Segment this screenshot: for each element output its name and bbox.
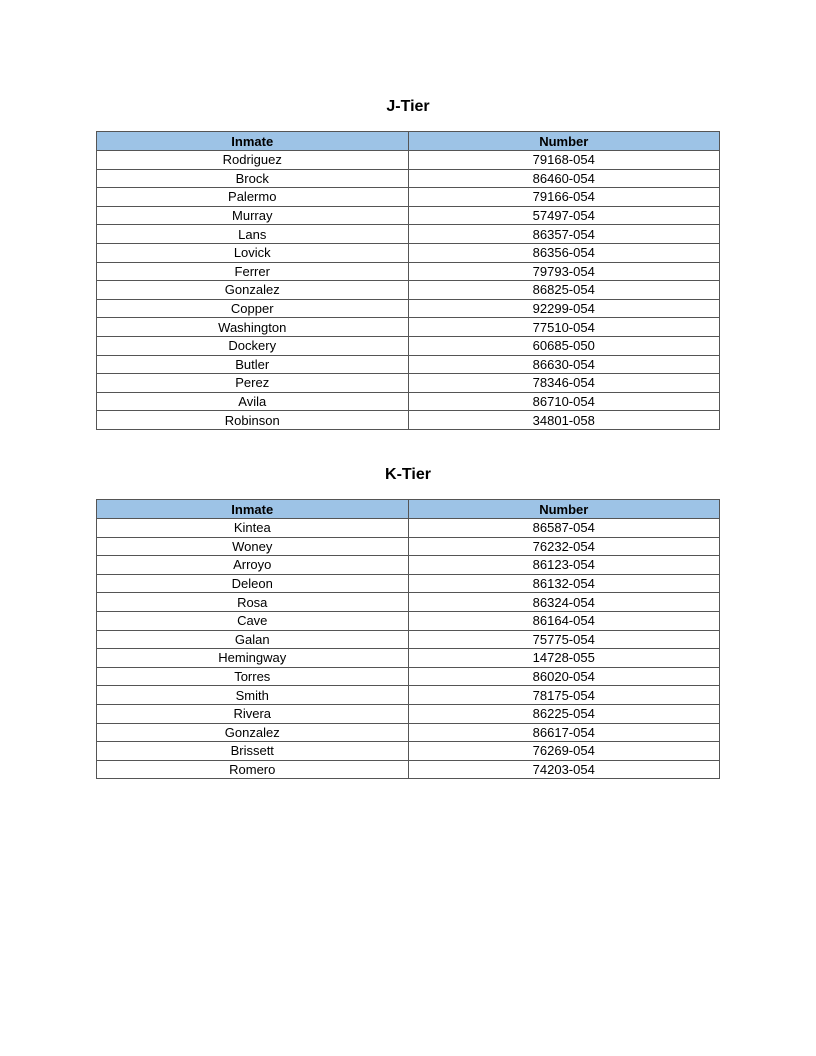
inmate-number-cell: 79168-054 [407,150,720,170]
table-row: Ferrer 79793-054 [96,261,720,282]
inmate-name-cell: Rivera [96,703,409,724]
inmate-name-cell: Robinson [96,410,409,430]
inmate-number-cell: 86132-054 [407,573,720,594]
inmate-number-cell: 86164-054 [407,610,720,631]
inmate-number-cell: 76232-054 [407,536,720,557]
inmate-name-cell: Copper [96,298,409,319]
inmate-number-cell: 86123-054 [407,555,720,575]
inmate-name-cell: Ferrer [96,261,409,282]
inmate-column-header: Inmate [96,131,409,151]
inmate-number-cell: 78346-054 [407,373,720,393]
inmate-number-cell: 86225-054 [407,703,720,724]
number-column-header: Number [407,131,720,151]
inmate-number-cell: 79793-054 [407,261,720,282]
table-row: Gonzalez 86825-054 [96,280,720,300]
inmate-number-cell: 60685-050 [407,335,720,356]
inmate-number-cell: 57497-054 [407,205,720,226]
inmate-number-cell: 86630-054 [407,354,720,375]
inmate-number-cell: 86710-054 [407,391,720,412]
table-row: Cave 86164-054 [96,610,720,631]
table-row: Avila 86710-054 [96,391,720,412]
inmate-name-cell: Cave [96,610,409,631]
inmate-number-cell: 78175-054 [407,685,720,705]
table-row: Lans 86357-054 [96,224,720,244]
table-row: Torres 86020-054 [96,666,720,687]
inmate-number-cell: 86587-054 [407,518,720,538]
table-header-row: Inmate Number [96,499,720,519]
j-tier-title: J-Tier [386,98,430,115]
table-row: Kintea 86587-054 [96,518,720,538]
table-row: Brissett 76269-054 [96,741,720,761]
inmate-number-cell: 34801-058 [407,410,720,430]
inmate-number-cell: 86020-054 [407,666,720,687]
inmate-number-cell: 86357-054 [407,224,720,244]
inmate-number-cell: 86460-054 [407,168,720,189]
inmate-name-cell: Lans [96,224,409,244]
inmate-number-cell: 14728-055 [407,648,720,668]
table-row: Deleon 86132-054 [96,573,720,594]
table-row: Rodriguez 79168-054 [96,150,720,170]
table-row: Lovick 86356-054 [96,242,720,263]
inmate-number-cell: 74203-054 [407,759,720,780]
inmate-name-cell: Kintea [96,518,409,538]
inmate-name-cell: Deleon [96,573,409,594]
inmate-name-cell: Rosa [96,592,409,612]
table-row: Robinson 34801-058 [96,410,720,430]
table-row: Murray 57497-054 [96,205,720,226]
inmate-name-cell: Woney [96,536,409,557]
inmate-number-cell: 77510-054 [407,317,720,337]
k-tier-table: Inmate Number Kintea 86587-054 Woney 76232-… [96,499,720,780]
inmate-number-cell: 76269-054 [407,741,720,761]
inmate-name-cell: Brissett [96,741,409,761]
table-header-row: Inmate Number [96,131,720,151]
table-row: Smith 78175-054 [96,685,720,705]
inmate-name-cell: Avila [96,391,409,412]
table-row: Galan 75775-054 [96,629,720,650]
inmate-number-cell: 86356-054 [407,242,720,263]
table-row: Gonzalez 86617-054 [96,722,720,743]
table-row: Brock 86460-054 [96,168,720,189]
inmate-number-cell: 86617-054 [407,722,720,743]
inmate-name-cell: Hemingway [96,648,409,668]
table-row: Arroyo 86123-054 [96,555,720,575]
inmate-name-cell: Romero [96,759,409,780]
inmate-number-cell: 86324-054 [407,592,720,612]
inmate-name-cell: Arroyo [96,555,409,575]
inmate-number-cell: 75775-054 [407,629,720,650]
inmate-name-cell: Smith [96,685,409,705]
inmate-name-cell: Palermo [96,187,409,207]
inmate-name-cell: Torres [96,666,409,687]
inmate-number-cell: 79166-054 [407,187,720,207]
inmate-name-cell: Galan [96,629,409,650]
inmate-name-cell: Washington [96,317,409,337]
table-row: Rivera 86225-054 [96,703,720,724]
table-row: Dockery 60685-050 [96,335,720,356]
inmate-name-cell: Murray [96,205,409,226]
inmate-name-cell: Gonzalez [96,722,409,743]
inmate-name-cell: Perez [96,373,409,393]
table-row: Palermo 79166-054 [96,187,720,207]
inmate-name-cell: Lovick [96,242,409,263]
table-row: Rosa 86324-054 [96,592,720,612]
k-tier-title: K-Tier [385,466,431,483]
inmate-name-cell: Gonzalez [96,280,409,300]
inmate-name-cell: Dockery [96,335,409,356]
table-row: Perez 78346-054 [96,373,720,393]
inmate-number-cell: 92299-054 [407,298,720,319]
table-row: Copper 92299-054 [96,298,720,319]
inmate-number-cell: 86825-054 [407,280,720,300]
inmate-name-cell: Brock [96,168,409,189]
table-row: Romero 74203-054 [96,759,720,780]
table-row: Washington 77510-054 [96,317,720,337]
table-row: Hemingway 14728-055 [96,648,720,668]
j-tier-table: Inmate Number Rodriguez 79168-054 Brock 864… [96,131,720,430]
table-row: Woney 76232-054 [96,536,720,557]
inmate-name-cell: Butler [96,354,409,375]
inmate-name-cell: Rodriguez [96,150,409,170]
inmate-column-header: Inmate [96,499,409,519]
number-column-header: Number [407,499,720,519]
table-row: Butler 86630-054 [96,354,720,375]
